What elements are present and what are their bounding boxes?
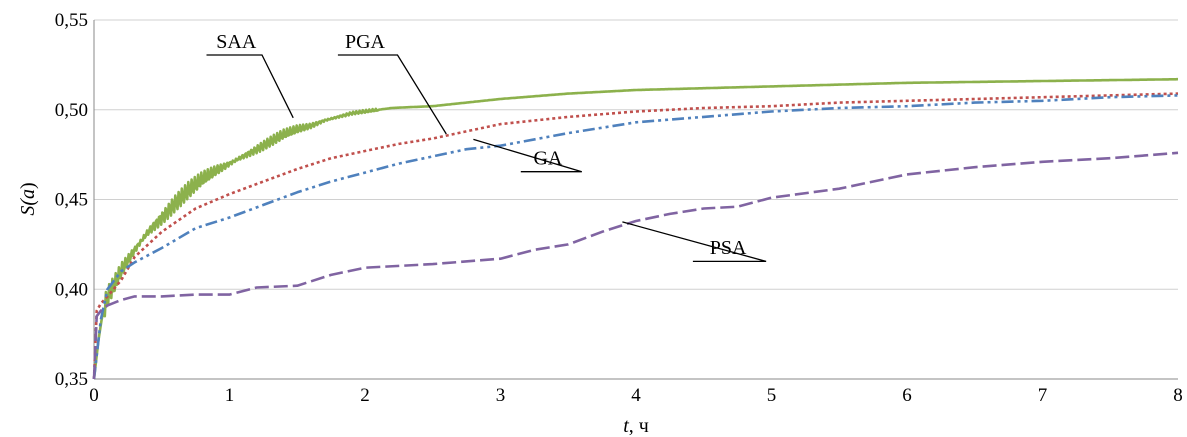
annotation-leader-saa [206, 54, 294, 119]
y-tick-label: 0,45 [55, 190, 88, 211]
annotation-leader-pga [337, 54, 447, 135]
x-tick-label: 6 [902, 385, 912, 406]
annotation-leader-psa [622, 221, 767, 263]
x-tick-label: 2 [360, 385, 370, 406]
x-tick-label: 3 [496, 385, 506, 406]
y-tick-label: 0,55 [55, 10, 88, 31]
y-axis-close: ) [17, 182, 39, 189]
x-tick-label: 7 [1038, 385, 1048, 406]
x-axis-title: t, ч [623, 415, 649, 437]
y-tick-label: 0,40 [55, 279, 88, 300]
x-tick-label: 8 [1173, 385, 1183, 406]
x-tick-label: 5 [767, 385, 777, 406]
series-label-ga: GA [533, 147, 562, 169]
series-line-psa [92, 151, 1179, 380]
y-tick-label: 0,50 [55, 100, 88, 121]
series-label-psa: PSA [710, 237, 747, 259]
x-tick-label: 4 [631, 385, 641, 406]
y-axis-func: S( [17, 198, 39, 216]
axes [93, 20, 1178, 380]
annotation-leader-ga [473, 138, 582, 173]
grid-lines [94, 19, 1178, 290]
y-tick-label: 0,35 [55, 369, 88, 390]
series-label-saa: SAA [216, 31, 257, 53]
x-axis-unit: , ч [629, 415, 649, 437]
series-annotations: SAA PGA GA PSA [206, 31, 767, 263]
x-tick-label: 1 [225, 385, 235, 406]
y-axis-arg: a [17, 189, 39, 199]
y-axis-title: S(a) [17, 182, 39, 215]
series-line-pga [92, 92, 1179, 380]
series-line-ga [92, 94, 1179, 380]
x-axis-variable: t [623, 415, 629, 437]
series-line-saa [92, 77, 1179, 380]
series-label-pga: PGA [345, 31, 386, 53]
tick-labels: 0 1 2 3 4 5 6 7 8 0,35 0,40 0,45 0,50 0,55 [55, 10, 1183, 406]
series-lines [92, 77, 1179, 380]
x-tick-label: 0 [89, 385, 99, 406]
